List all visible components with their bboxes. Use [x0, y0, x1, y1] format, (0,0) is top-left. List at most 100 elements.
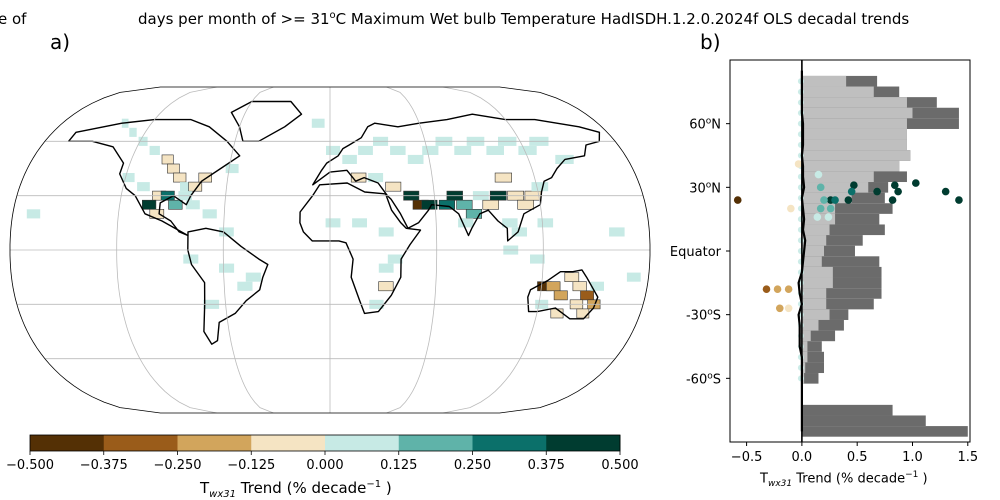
- map-cell: [390, 145, 406, 155]
- profile-obs-bar: [801, 118, 907, 129]
- profile-point: [814, 170, 823, 179]
- meridian-line: [386, 87, 438, 413]
- map-cell: [352, 218, 367, 228]
- profile-point: [773, 285, 782, 294]
- map-cell: [122, 173, 135, 183]
- profile-land-bar: [801, 256, 880, 267]
- map-cell: [219, 227, 234, 237]
- map-cell: [378, 227, 394, 237]
- profile-land-bar: [801, 330, 836, 342]
- title-main-text: days per month of >= 31: [138, 10, 330, 28]
- map-cell: [358, 145, 373, 155]
- profile-point: [850, 181, 858, 190]
- profile-y-tick-label: 30oN: [689, 180, 721, 196]
- map-cell: [202, 209, 217, 219]
- map-cell: [173, 172, 187, 183]
- map-border: [9, 86, 651, 414]
- profile-land-bar: [801, 245, 855, 257]
- profile-point: [816, 204, 825, 213]
- map-cell: [494, 172, 513, 183]
- colorbar-swatch: [103, 435, 178, 451]
- map-cell: [129, 127, 137, 137]
- profile-obs-bar: [801, 86, 874, 98]
- map-cell: [137, 182, 150, 192]
- cbar-label-t: T: [200, 479, 210, 497]
- prof-xlabel-rest: Trend (% decade: [792, 471, 906, 487]
- map-cell: [237, 281, 253, 291]
- profile-obs-bar: [801, 139, 907, 151]
- map-cell: [326, 145, 341, 155]
- continent-outline: [230, 100, 303, 142]
- map-cell: [342, 154, 357, 164]
- map-cell: [198, 172, 213, 183]
- profile-obs-bar: [801, 97, 907, 108]
- profile-land-bar: [801, 298, 874, 310]
- profile-point: [816, 183, 825, 192]
- profile-point: [831, 196, 839, 204]
- colorbar: −0.500 −0.375 −0.250 −0.125 0.000 0.125 0.250 0…: [6, 434, 639, 473]
- panel-a-label: a): [50, 30, 71, 54]
- profile-land-bar: [801, 341, 822, 352]
- prof-xlabel-end: ): [918, 471, 928, 487]
- profile-land-bar: [801, 404, 893, 416]
- map-cell: [26, 209, 41, 219]
- profile-x-tick-label: −0.5: [731, 450, 763, 465]
- meridian-line: [443, 87, 544, 413]
- profile-point: [941, 187, 950, 196]
- map-cell: [458, 218, 474, 228]
- colorbar-swatch: [398, 435, 473, 451]
- map-cell: [564, 272, 580, 283]
- profile-y-tick-label: Equator: [670, 245, 722, 260]
- figure-title-fragment: e of: [0, 10, 27, 28]
- map-cell: [580, 290, 594, 301]
- profile-land-bar: [801, 235, 863, 246]
- map-cell: [422, 145, 439, 155]
- profile-obs-bar: [801, 256, 822, 267]
- prof-xlabel-sup: −1: [905, 470, 919, 480]
- colorbar-label: Twx31 Trend (% decade−1 ): [200, 479, 392, 500]
- profile-xlabel: Twx31 Trend (% decade−1 ): [760, 470, 928, 489]
- profile-y-tick-label: 60oN: [689, 117, 721, 133]
- colorbar-tick-label: −0.500: [6, 458, 54, 473]
- colorbar-tick-label: −0.125: [227, 458, 275, 473]
- map-cell: [590, 281, 604, 291]
- prof-xlabel-sub: wx31: [767, 478, 793, 489]
- continent-outline: [312, 113, 601, 242]
- map-cell: [225, 164, 239, 174]
- map-cell: [185, 200, 200, 210]
- profile-obs-bar: [801, 351, 808, 363]
- map-cell: [465, 209, 483, 219]
- profile-land-bar: [801, 224, 885, 236]
- profile-x-tick-label: 1.0: [902, 450, 923, 465]
- prof-xlabel-t: T: [760, 471, 768, 487]
- profile-obs-bar: [801, 235, 827, 246]
- profile-x-tick-label: 0.5: [847, 450, 868, 465]
- profile-point: [873, 187, 881, 196]
- profile-point: [912, 179, 920, 187]
- profile-land-bar: [801, 203, 893, 214]
- graticule: [10, 87, 650, 413]
- meridian-line: [116, 87, 217, 413]
- profile-point: [826, 204, 835, 213]
- map-cell: [531, 182, 549, 192]
- colorbar-tick-label: −0.250: [153, 458, 201, 473]
- profile-point: [847, 187, 856, 196]
- map-cell: [454, 145, 472, 155]
- profile-obs-bar: [801, 330, 811, 342]
- map-body: [10, 87, 650, 413]
- profile-land-bar: [801, 288, 882, 299]
- profile-obs-bar: [801, 277, 833, 289]
- map-cell: [407, 154, 424, 164]
- map-cell: [350, 172, 367, 183]
- map-cell: [518, 145, 537, 155]
- colorbar-swatch: [325, 435, 400, 451]
- profile-y-tick-label: -60oS: [686, 371, 721, 387]
- figure-title: days per month of >= 31oC Maximum Wet bu…: [138, 10, 909, 28]
- world-map-panel: [9, 86, 651, 414]
- colorbar-swatch: [30, 435, 105, 451]
- profile-obs-bar: [801, 160, 900, 172]
- profile-x-tick-label: 0.0: [792, 450, 813, 465]
- profile-point: [894, 187, 902, 196]
- map-cell: [385, 181, 402, 192]
- profile-obs-bar: [801, 75, 847, 87]
